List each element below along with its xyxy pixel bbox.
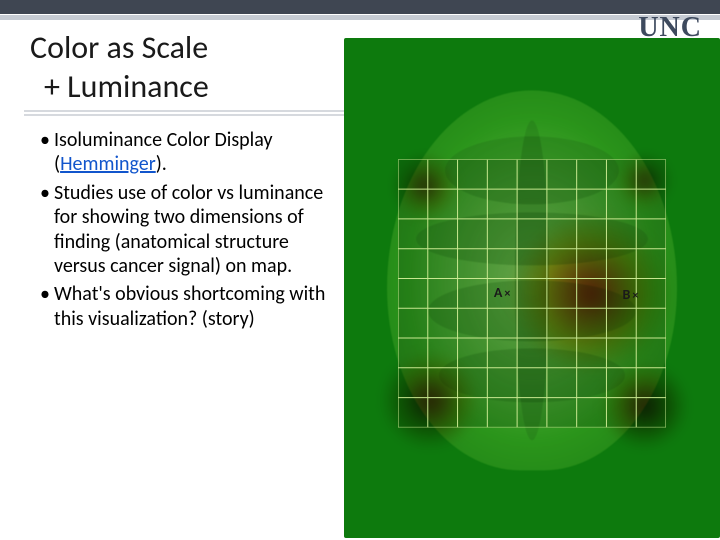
x-mark-icon: × bbox=[632, 289, 638, 303]
roi-marker: B× bbox=[622, 286, 638, 303]
visualization-figure: A×B× bbox=[344, 38, 720, 538]
citation-link[interactable]: Hemminger bbox=[60, 152, 156, 176]
marker-label: B bbox=[622, 286, 630, 303]
title-line-1: Color as Scale bbox=[30, 28, 350, 67]
slide-title: Color as Scale + Luminance bbox=[30, 28, 350, 106]
title-underline bbox=[24, 110, 364, 118]
bullet-item: Isoluminance Color Display (Hemminger). bbox=[40, 128, 330, 177]
bullet-text: What's obvious shortcoming with this vis… bbox=[54, 282, 325, 330]
top-bar-light bbox=[0, 15, 720, 20]
bullet-list: Isoluminance Color Display (Hemminger). … bbox=[40, 128, 330, 335]
top-bar bbox=[0, 0, 720, 24]
top-bar-dark bbox=[0, 0, 720, 14]
x-mark-icon: × bbox=[504, 287, 510, 301]
slide: UNC Color as Scale + Luminance Isolumina… bbox=[0, 0, 720, 540]
bullet-item: What's obvious shortcoming with this vis… bbox=[40, 282, 330, 331]
title-line-2: + Luminance bbox=[30, 67, 350, 106]
bullet-text-post: ). bbox=[156, 152, 167, 176]
bullet-item: Studies use of color vs luminance for sh… bbox=[40, 181, 330, 279]
bullet-text: Studies use of color vs luminance for sh… bbox=[54, 181, 323, 278]
marker-label: A bbox=[494, 284, 502, 301]
roi-marker: A× bbox=[494, 284, 510, 301]
